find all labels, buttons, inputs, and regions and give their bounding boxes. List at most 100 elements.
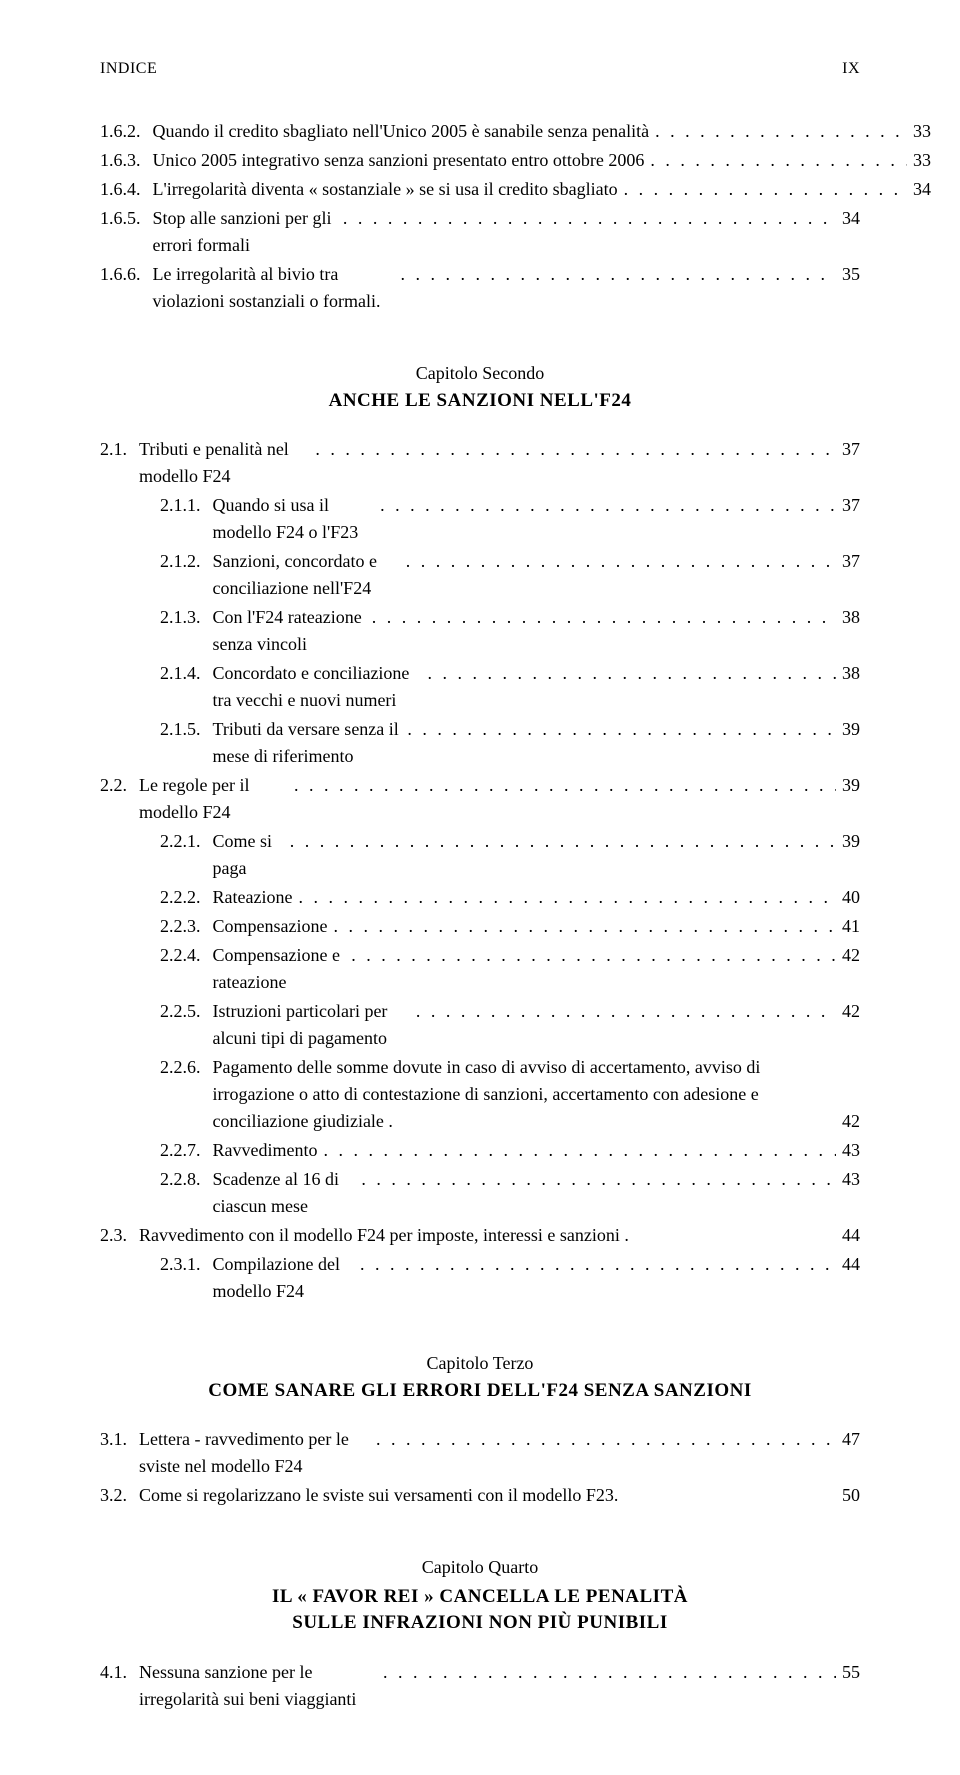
toc-num: 3.1.	[100, 1426, 139, 1453]
toc-text: Come si paga	[213, 828, 284, 882]
toc-page: 50	[836, 1482, 860, 1509]
toc-page: 38	[836, 604, 860, 631]
toc-text: Istruzioni particolari per alcuni tipi d…	[213, 998, 410, 1052]
chapter-label: Capitolo Secondo	[100, 363, 860, 384]
toc-entry: 2.2.8.Scadenze al 16 di ciascun mese. . …	[100, 1166, 860, 1220]
toc-entry: 1.6.6.Le irregolarità al bivio tra viola…	[100, 261, 860, 315]
toc-num: 2.2.8.	[160, 1166, 213, 1193]
toc-entry: 2.2.7.Ravvedimento. . . . . . . . . . . …	[100, 1137, 860, 1164]
toc-page: 43	[836, 1137, 860, 1164]
toc-page: 34	[836, 205, 860, 232]
toc-mid: Unico 2005 integrativo senza sanzioni pr…	[153, 147, 908, 174]
toc-page: 39	[836, 772, 860, 799]
page-header: INDICE IX	[100, 60, 860, 78]
toc-text: Le regole per il modello F24	[139, 772, 288, 826]
toc-page: 43	[836, 1166, 860, 1193]
toc-num: 2.1.	[100, 436, 139, 463]
toc-page: 41	[836, 913, 860, 940]
toc-mid: Pagamento delle somme dovute in caso di …	[213, 1054, 837, 1135]
toc-num: 2.2.2.	[160, 884, 213, 911]
toc-dots: . . . . . . . . . . . . . . . . . . . . …	[309, 436, 836, 463]
toc-dots: . . . . . . . . . . . . . . . . . . . . …	[401, 716, 836, 743]
toc-entry: 2.2.2.Rateazione. . . . . . . . . . . . …	[100, 884, 860, 911]
toc-entry: 2.2.4.Compensazione e rateazione. . . . …	[100, 942, 860, 996]
toc-text: Le irregolarità al bivio tra violazioni …	[153, 261, 395, 315]
toc-page: 35	[836, 261, 860, 288]
toc-section-1: 1.6.2.Quando il credito sbagliato nell'U…	[100, 118, 860, 315]
toc-text: Come si regolarizzano le sviste sui vers…	[139, 1482, 618, 1509]
toc-num: 1.6.2.	[100, 118, 153, 145]
toc-num: 1.6.3.	[100, 147, 153, 174]
toc-dots: . . . . . . . . . . . . . . . . . . . . …	[618, 176, 907, 203]
toc-entry: 2.1.4.Concordato e conciliazione tra vec…	[100, 660, 860, 714]
toc-num: 2.3.	[100, 1222, 139, 1249]
toc-entry: 2.1.Tributi e penalità nel modello F24. …	[100, 436, 860, 490]
toc-dots: . . . . . . . . . . . . . . . . . . . . …	[327, 913, 836, 940]
toc-page: 44	[836, 1251, 860, 1278]
toc-dots: . . . . . . . . . . . . . . . . . . . . …	[354, 1251, 836, 1278]
toc-dots: . . . . . . . . . . . . . . . . . . . . …	[374, 492, 836, 519]
toc-dots: . . . . . . . . . . . . . . . . . . . . …	[377, 1659, 836, 1686]
toc-text: Stop alle sanzioni per gli errori formal…	[153, 205, 337, 259]
toc-dots: . . . . . . . . . . . . . . . . . . . . …	[366, 604, 836, 631]
toc-section-4: 4.1.Nessuna sanzione per le irregolarità…	[100, 1659, 860, 1713]
toc-num: 2.3.1.	[160, 1251, 213, 1278]
toc-text: Tributi da versare senza il mese di rife…	[213, 716, 402, 770]
toc-page: 38	[836, 660, 860, 687]
toc-text: Concordato e conciliazione tra vecchi e …	[213, 660, 422, 714]
toc-page: 33	[907, 118, 931, 145]
toc-text: Quando si usa il modello F24 o l'F23	[213, 492, 375, 546]
toc-dots: . . . . . . . . . . . . . . . . . . . . …	[410, 998, 836, 1025]
toc-entry: 2.3.1.Compilazione del modello F24. . . …	[100, 1251, 860, 1305]
toc-page: 39	[836, 716, 860, 743]
chapter-title-line2: SULLE INFRAZIONI NON PIÙ PUNIBILI	[292, 1612, 667, 1633]
toc-entry: 2.1.1.Quando si usa il modello F24 o l'F…	[100, 492, 860, 546]
toc-text: Tributi e penalità nel modello F24	[139, 436, 309, 490]
toc-num: 2.1.1.	[160, 492, 213, 519]
toc-text: Compensazione	[213, 913, 328, 940]
toc-num: 4.1.	[100, 1659, 139, 1686]
chapter-title: COME SANARE GLI ERRORI DELL'F24 SENZA SA…	[100, 1380, 860, 1402]
toc-dots: . . . . . . . . . . . . . . . . . . . . …	[649, 118, 907, 145]
toc-entry: 3.2.Come si regolarizzano le sviste sui …	[100, 1482, 860, 1509]
toc-num: 2.1.2.	[160, 548, 213, 575]
toc-dots: . . . . . . . . . . . . . . . . . . . . …	[644, 147, 907, 174]
toc-num: 1.6.4.	[100, 176, 153, 203]
chapter-4-heading: Capitolo Quarto IL « FAVOR REI » CANCELL…	[100, 1557, 860, 1635]
toc-page: 47	[836, 1426, 860, 1453]
toc-num: 2.2.5.	[160, 998, 213, 1025]
chapter-label: Capitolo Terzo	[100, 1353, 860, 1374]
toc-dots: . . . . . . . . . . . . . . . . . . . . …	[355, 1166, 836, 1193]
toc-text: Con l'F24 rateazione senza vincoli	[213, 604, 366, 658]
toc-entry: 4.1.Nessuna sanzione per le irregolarità…	[100, 1659, 860, 1713]
toc-entry: 2.2.3.Compensazione. . . . . . . . . . .…	[100, 913, 860, 940]
toc-num: 2.2.3.	[160, 913, 213, 940]
toc-dots: . . . . . . . . . . . . . . . . . . . . …	[317, 1137, 836, 1164]
toc-dots: . . . . . . . . . . . . . . . . . . . . …	[370, 1426, 836, 1453]
toc-entry: 1.6.4.L'irregolarità diventa « sostanzia…	[100, 176, 860, 203]
toc-entry: 1.6.5.Stop alle sanzioni per gli errori …	[100, 205, 860, 259]
toc-mid: L'irregolarità diventa « sostanziale » s…	[153, 176, 908, 203]
toc-num: 2.2.	[100, 772, 139, 799]
toc-num: 3.2.	[100, 1482, 139, 1509]
toc-section-2: 2.1.Tributi e penalità nel modello F24. …	[100, 436, 860, 1305]
toc-dots: . . . . . . . . . . . . . . . . . . . . …	[337, 205, 836, 232]
toc-text: Ravvedimento	[213, 1137, 318, 1164]
header-left: INDICE	[100, 60, 157, 78]
toc-dots: . . . . . . . . . . . . . . . . . . . . …	[421, 660, 836, 687]
toc-num: 2.1.4.	[160, 660, 213, 687]
toc-section-3: 3.1.Lettera - ravvedimento per le sviste…	[100, 1426, 860, 1509]
toc-page: 34	[907, 176, 931, 203]
toc-num: 2.2.1.	[160, 828, 213, 855]
chapter-2-heading: Capitolo Secondo ANCHE LE SANZIONI NELL'…	[100, 363, 860, 412]
toc-entry: 2.2.5.Istruzioni particolari per alcuni …	[100, 998, 860, 1052]
toc-num: 2.2.4.	[160, 942, 213, 969]
toc-page: 44	[836, 1222, 860, 1249]
toc-entry: 1.6.3.Unico 2005 integrativo senza sanzi…	[100, 147, 860, 174]
chapter-title: ANCHE LE SANZIONI NELL'F24	[100, 390, 860, 412]
toc-dots: . . . . . . . . . . . . . . . . . . . . …	[288, 772, 836, 799]
toc-num: 2.1.3.	[160, 604, 213, 631]
page: INDICE IX 1.6.2.Quando il credito sbagli…	[0, 0, 960, 1775]
toc-text: Unico 2005 integrativo senza sanzioni pr…	[153, 147, 645, 174]
toc-num: 2.1.5.	[160, 716, 213, 743]
